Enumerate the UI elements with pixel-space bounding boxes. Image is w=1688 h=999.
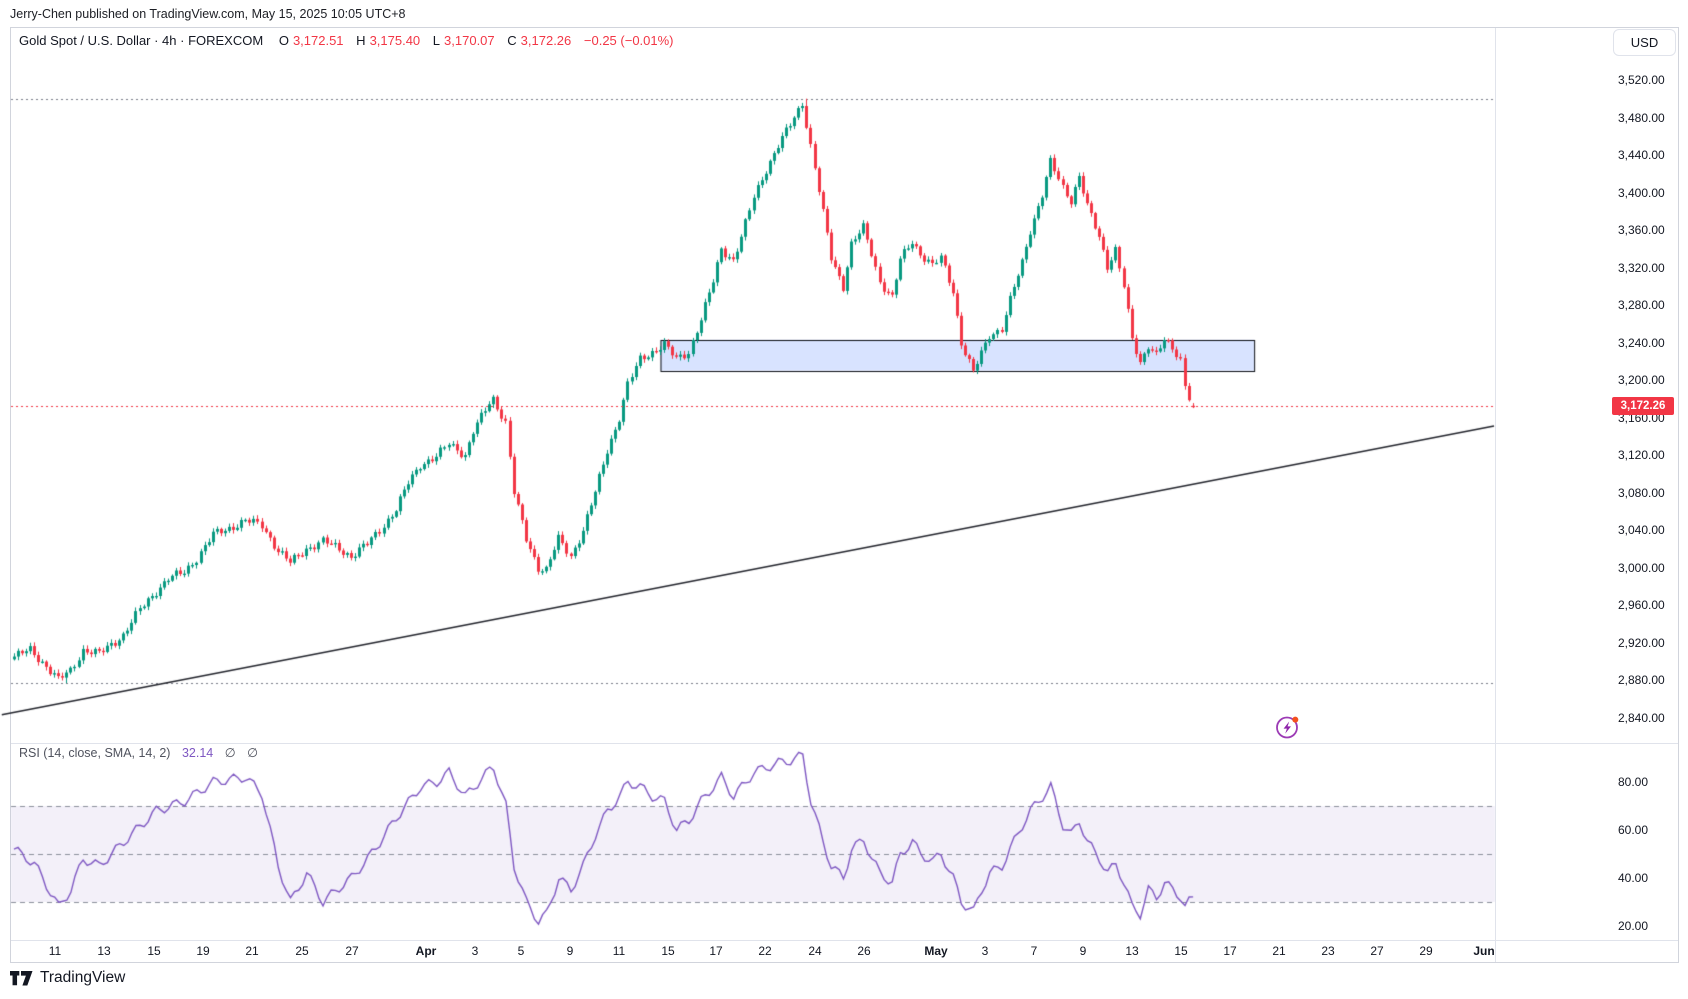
time-axis-label: 11: [48, 944, 62, 958]
time-axis-label: 15: [661, 944, 675, 958]
time-axis-label: 17: [709, 944, 723, 958]
time-axis-label: 27: [345, 944, 359, 958]
rsi-empty-slot-2: ∅: [247, 746, 258, 760]
symbol-legend: Gold Spot / U.S. Dollar · 4h · FOREXCOM …: [19, 33, 678, 48]
price-axis-label: 2,840.00: [1618, 710, 1665, 725]
rsi-title: RSI (14, close, SMA, 14, 2): [19, 746, 171, 760]
high-label: H: [356, 33, 366, 48]
price-axis-label: 3,120.00: [1618, 448, 1665, 462]
time-axis-label: Jun: [1473, 944, 1495, 958]
time-axis-label: 11: [612, 944, 626, 958]
low-label: L: [432, 33, 441, 48]
rsi-axis-label: 20.00: [1618, 919, 1649, 933]
low-value: 3,170.07: [444, 33, 495, 48]
time-axis-label: 9: [566, 944, 574, 958]
price-axis-label: 3,240.00: [1618, 335, 1665, 350]
close-label: C: [507, 33, 517, 48]
time-axis-label: 17: [1223, 944, 1237, 958]
time-axis-label: 21: [245, 944, 259, 958]
time-axis-label: 15: [1174, 944, 1188, 958]
time-axis-label: 29: [1419, 944, 1433, 958]
time-axis-label: 9: [1079, 944, 1087, 958]
rsi-axis-label: 60.00: [1618, 823, 1649, 837]
change-value: −0.25 (−0.01%): [583, 33, 674, 48]
time-axis-label: 15: [147, 944, 161, 958]
price-axis-label: 2,960.00: [1618, 598, 1665, 612]
time-axis-label: 23: [1321, 944, 1335, 958]
time-axis-label: 13: [97, 944, 111, 958]
high-value: 3,175.40: [369, 33, 421, 48]
price-axis-label: 3,360.00: [1618, 223, 1665, 237]
time-axis-label: 13: [1125, 944, 1139, 958]
flash-icon[interactable]: [1273, 712, 1303, 742]
rsi-axis-label: 40.00: [1618, 871, 1649, 885]
time-axis-label: 27: [1370, 944, 1384, 958]
tradingview-mark: [10, 970, 33, 985]
price-axis-label: 3,000.00: [1618, 560, 1665, 575]
rsi-legend: RSI (14, close, SMA, 14, 2) 32.14 ∅ ∅: [19, 745, 258, 760]
time-axis-label: 3: [981, 944, 989, 958]
last-price-badge: 3,172.26: [1612, 397, 1674, 415]
time-axis-label: 7: [1030, 944, 1038, 958]
time-axis-label: 25: [295, 944, 309, 958]
time-axis-label: May: [924, 944, 948, 958]
time-axis-label: 5: [517, 944, 525, 958]
price-axis-label: 3,520.00: [1618, 73, 1665, 87]
axis-separator: [1495, 28, 1496, 962]
price-axis-label: 2,880.00: [1618, 673, 1665, 687]
open-label: O: [278, 33, 289, 48]
symbol-title: Gold Spot / U.S. Dollar · 4h · FOREXCOM: [19, 33, 264, 48]
time-axis-label: 26: [857, 944, 871, 958]
time-axis-label: 19: [196, 944, 210, 958]
currency-button[interactable]: USD: [1613, 29, 1676, 56]
price-axis-label: 3,320.00: [1618, 260, 1665, 275]
price-axis-label: 2,920.00: [1618, 635, 1665, 650]
time-axis-label: 21: [1272, 944, 1286, 958]
rsi-value: 32.14: [181, 746, 214, 760]
rsi-empty-slot-1: ∅: [224, 746, 236, 760]
time-axis-label: Apr: [415, 944, 437, 958]
pane-separator: [11, 743, 1678, 744]
tradingview-logo[interactable]: TradingView: [10, 969, 125, 987]
price-axis-label: 3,200.00: [1618, 373, 1665, 387]
price-axis-label: 3,400.00: [1618, 185, 1665, 200]
time-axis-label: 3: [471, 944, 479, 958]
tradingview-logo-text: TradingView: [40, 969, 126, 986]
price-axis-label: 3,080.00: [1618, 485, 1665, 500]
time-axis-separator: [11, 940, 1678, 941]
rsi-axis-label: 80.00: [1618, 775, 1649, 789]
price-axis-label: 3,040.00: [1618, 523, 1665, 537]
close-value: 3,172.26: [520, 33, 572, 48]
time-axis-label: 24: [808, 944, 822, 958]
time-axis-label: 22: [758, 944, 772, 958]
price-axis-label: 3,440.00: [1618, 148, 1665, 162]
price-axis-label: 3,280.00: [1618, 298, 1665, 312]
open-value: 3,172.51: [292, 33, 344, 48]
price-axis-label: 3,480.00: [1618, 110, 1665, 125]
